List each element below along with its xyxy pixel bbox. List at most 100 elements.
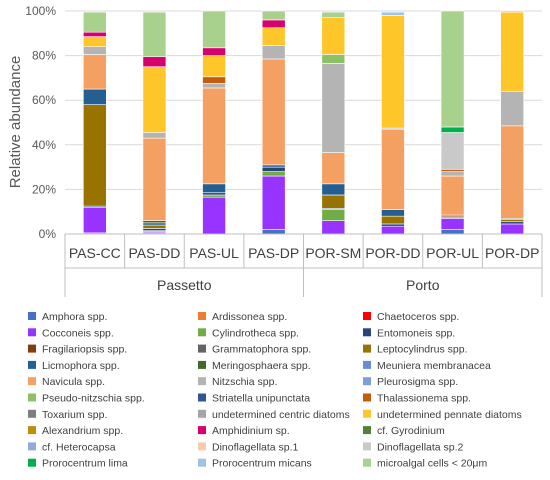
bar-segment-nitzschia-spp bbox=[83, 46, 107, 55]
bar-segment-leptocylindrus-spp bbox=[142, 224, 167, 229]
legend-item-pseudo-nitzschia-spp: Pseudo-nitzschia spp. bbox=[28, 393, 145, 405]
legend-item-prorocentrum-micans: Prorocentrum micans bbox=[198, 458, 312, 470]
legend-label: Pleurosigma spp. bbox=[377, 376, 458, 388]
legend-item-licmophora-spp: Licmophora spp. bbox=[28, 360, 120, 372]
legend-label: Thalassionema spp. bbox=[377, 393, 471, 405]
bar-segment-nitzschia-spp bbox=[321, 63, 346, 153]
bar-segment-entomoneis-spp bbox=[381, 223, 405, 227]
bar-segment-leptocylindrus-spp bbox=[381, 215, 405, 225]
bar-segment-microalgal-cells-20-m bbox=[500, 10, 524, 13]
bar-segment-microalgal-cells-20-m bbox=[261, 10, 286, 21]
legend-label: Navicula spp. bbox=[42, 376, 105, 388]
legend-swatch bbox=[28, 377, 36, 386]
bar-stack-por-ul bbox=[440, 10, 465, 235]
legend-swatch bbox=[363, 409, 371, 418]
legend-item-undetermined-pennate-diatoms: undetermined pennate diatoms bbox=[363, 409, 522, 421]
legend-label: Meuniera membranacea bbox=[377, 360, 491, 372]
y-tick-label: 40% bbox=[32, 138, 56, 152]
legend-item-amphora-spp: Amphora spp. bbox=[28, 311, 107, 323]
bar-segment-amphidinium-sp bbox=[261, 19, 286, 29]
legend-item-cf-heterocapsa: cf. Heterocapsa bbox=[28, 441, 116, 453]
bar-segment-cocconeis-spp bbox=[440, 218, 465, 230]
legend-item-ardissonea-spp: Ardissonea spp. bbox=[198, 311, 287, 323]
legend-swatch bbox=[363, 360, 371, 369]
x-tick-label: POR-SM bbox=[305, 245, 361, 261]
legend-item-grammatophora-spp: Grammatophora spp. bbox=[198, 344, 311, 356]
bar-segment-nitzschia-spp bbox=[142, 132, 167, 139]
bar-segment-licmophora-spp bbox=[321, 183, 346, 196]
bar-segment-entomoneis-spp bbox=[500, 221, 524, 225]
x-tick-label: PAS-CC bbox=[69, 245, 121, 261]
legend-swatch bbox=[198, 328, 206, 337]
legend-item-meringosphaera-spp: Meringosphaera spp. bbox=[198, 360, 311, 372]
legend: Amphora spp. Ardissonea spp. Chaetoceros s… bbox=[28, 311, 522, 470]
bar-segment-thalassionema-spp bbox=[202, 76, 226, 84]
legend-item-chaetoceros-spp: Chaetoceros spp. bbox=[363, 311, 459, 323]
bar-stack-por-sm bbox=[321, 11, 346, 235]
bar-segment-meringosphaera-spp bbox=[142, 220, 167, 224]
y-tick-label: 60% bbox=[32, 93, 56, 107]
legend-label: Grammatophora spp. bbox=[212, 344, 311, 356]
legend-label: undetermined centric diatoms bbox=[212, 409, 350, 421]
bar-segment-undetermined-pennate-diatoms bbox=[261, 27, 286, 46]
y-axis-title: Relative abundance bbox=[7, 56, 24, 189]
x-tick-label: POR-DD bbox=[365, 245, 420, 261]
bar-segment-undetermined-pennate-diatoms bbox=[381, 15, 405, 129]
legend-item-amphidinium-sp: Amphidinium sp. bbox=[198, 425, 290, 437]
bar-segment-navicula-spp bbox=[381, 128, 405, 210]
legend-swatch bbox=[28, 328, 36, 337]
legend-swatch bbox=[363, 328, 371, 337]
bar-segment-navicula-spp bbox=[142, 137, 167, 221]
bar-segment-entomoneis-spp bbox=[261, 166, 286, 172]
x-tick-label: POR-UL bbox=[426, 245, 479, 261]
legend-label: Licmophora spp. bbox=[42, 360, 120, 372]
bar-segment-nitzschia-spp bbox=[261, 45, 286, 60]
legend-label: Striatella unipunctata bbox=[212, 393, 310, 405]
legend-swatch bbox=[28, 344, 36, 353]
legend-swatch bbox=[198, 409, 206, 418]
x-tick-label: POR-DP bbox=[485, 245, 539, 261]
y-tick-label: 80% bbox=[32, 49, 56, 63]
bar-segment-thalassionema-spp bbox=[440, 169, 465, 172]
legend-item-undetermined-centric-diatoms: undetermined centric diatoms bbox=[198, 409, 350, 421]
x-tick-label: PAS-DP bbox=[248, 245, 299, 261]
bar-segment-cocconeis-spp bbox=[500, 223, 524, 235]
bar-segment-prorocentrum-lima bbox=[440, 126, 465, 133]
legend-label: Entomoneis spp. bbox=[377, 327, 455, 339]
legend-label: Chaetoceros spp. bbox=[377, 311, 459, 323]
legend-label: Cylindrotheca spp. bbox=[212, 327, 299, 339]
bar-stack-por-dp bbox=[500, 10, 524, 235]
group-label: Passetto bbox=[157, 277, 212, 293]
bar-segment-microalgal-cells-20-m bbox=[321, 11, 346, 18]
y-tick-label: 20% bbox=[32, 182, 56, 196]
legend-swatch bbox=[28, 393, 36, 402]
legend-item-striatella-unipunctata: Striatella unipunctata bbox=[198, 393, 310, 405]
legend-item-dinoflagellata-sp-1: Dinoflagellata sp.1 bbox=[198, 441, 299, 453]
legend-swatch bbox=[28, 442, 36, 451]
legend-swatch bbox=[198, 377, 206, 386]
bar-segment-cocconeis-spp bbox=[83, 206, 107, 234]
legend-item-alexandrium-spp: Alexandrium spp. bbox=[28, 425, 123, 437]
legend-swatch bbox=[198, 393, 206, 402]
bar-segment-nitzschia-spp bbox=[500, 90, 524, 127]
bar-stack-pas-dp bbox=[261, 10, 286, 235]
legend-item-leptocylindrus-spp: Leptocylindrus spp. bbox=[363, 344, 467, 356]
legend-item-pleurosigma-spp: Pleurosigma spp. bbox=[363, 376, 458, 388]
bar-stack-por-dd bbox=[381, 11, 405, 235]
group-label: Porto bbox=[406, 277, 440, 293]
bar-segment-navicula-spp bbox=[440, 175, 465, 216]
bar-stack-pas-ul bbox=[202, 10, 226, 235]
bar-segment-navicula-spp bbox=[321, 152, 346, 185]
legend-item-fragilariopsis-spp: Fragilariopsis spp. bbox=[28, 344, 127, 356]
legend-swatch bbox=[28, 409, 36, 418]
legend-swatch bbox=[198, 344, 206, 353]
y-axis-ticks: 0% 20% 40% 60% 80% 100% bbox=[25, 4, 56, 241]
legend-label: Pseudo-nitzschia spp. bbox=[42, 393, 145, 405]
bar-segment-amphora-spp bbox=[440, 229, 465, 235]
legend-swatch bbox=[363, 426, 371, 435]
x-tick-label: PAS-DD bbox=[129, 245, 181, 261]
bar-segment-entomoneis-spp bbox=[202, 192, 226, 196]
legend-label: Nitzschia spp. bbox=[212, 376, 277, 388]
bar-segment-cylindrotheca-spp bbox=[202, 194, 226, 198]
